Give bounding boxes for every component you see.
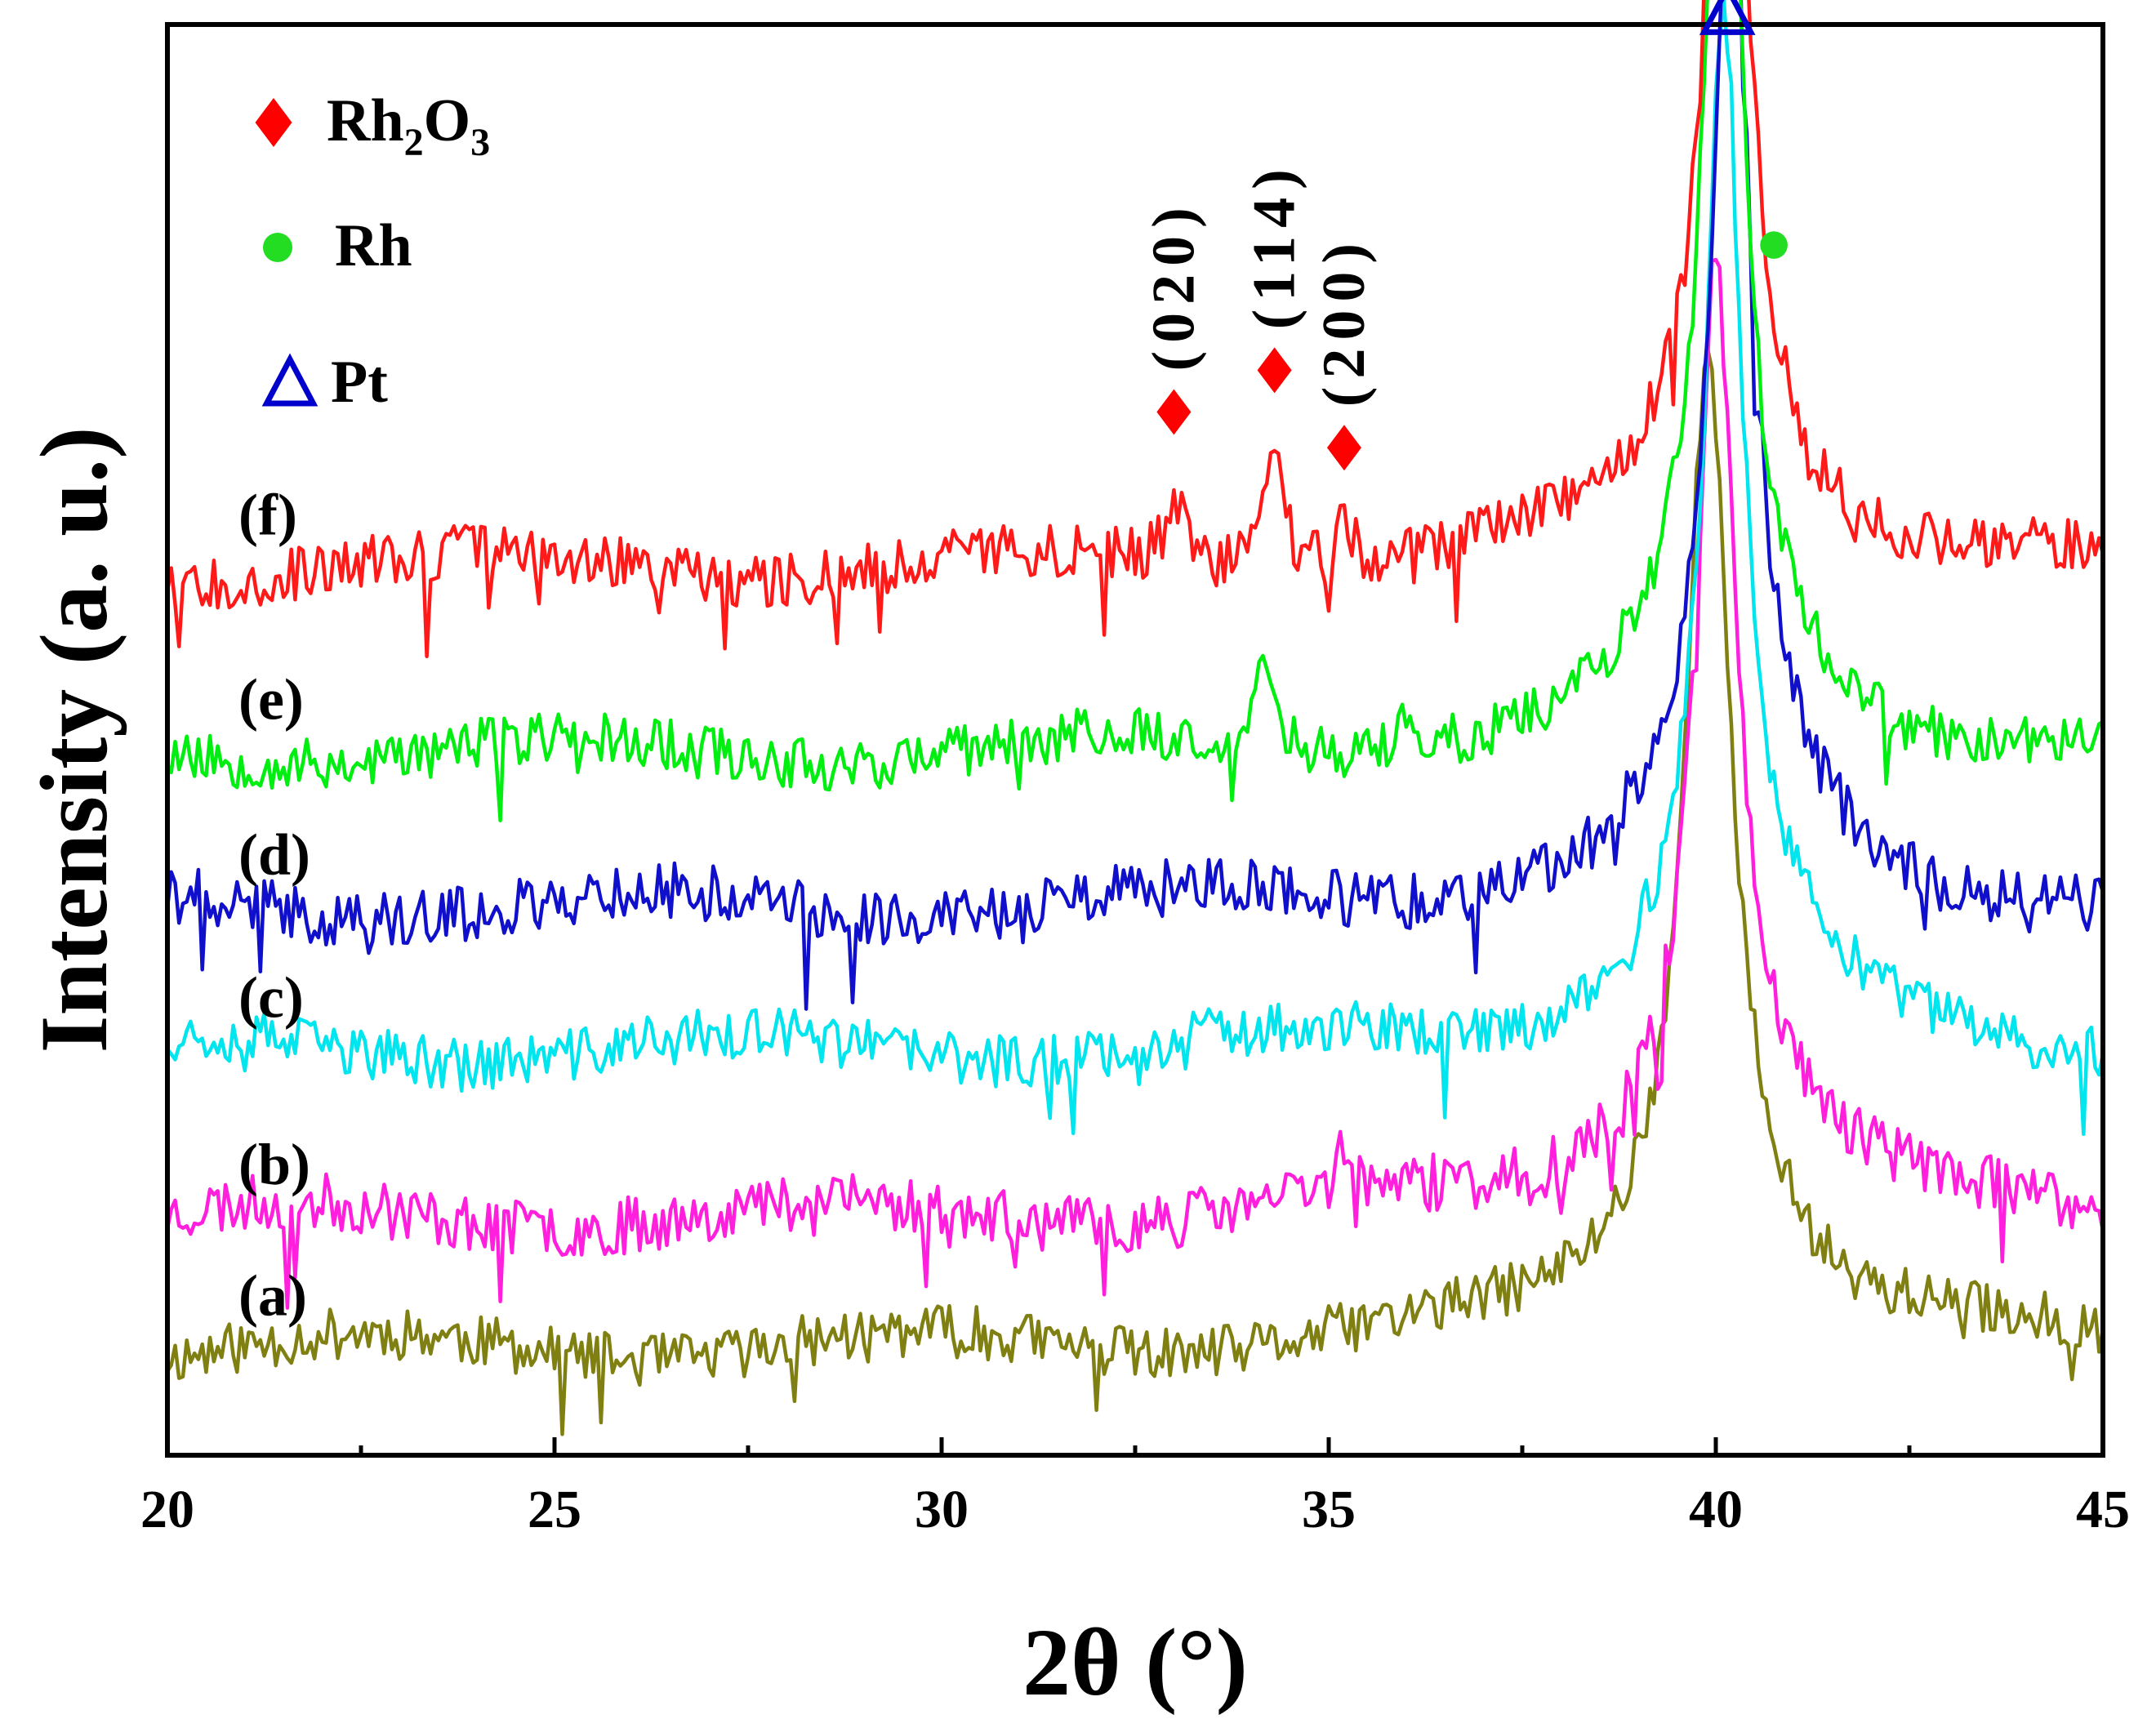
y-axis-title: Intensity (a. u.) <box>20 426 127 1053</box>
triangle-legend-icon <box>261 353 318 407</box>
x-tick-label: 35 <box>1302 1480 1356 1539</box>
series-line-b <box>165 257 2105 1310</box>
series-label-b: (b) <box>238 1132 310 1197</box>
x-tick-label: 40 <box>1689 1480 1743 1539</box>
series-labels: (a) (b) (c) (d) (e) (f) <box>238 482 310 1328</box>
legend-label-2: Pt <box>331 349 388 416</box>
x-tick-label: 30 <box>915 1480 969 1539</box>
legend: Rh2O3 Rh Pt <box>255 87 490 416</box>
series-line-c <box>166 0 2105 1137</box>
rh2o3-peak-marker-icon <box>1326 425 1361 471</box>
series-layer <box>165 0 2105 1436</box>
series-label-c: (c) <box>238 965 304 1031</box>
series-label-a: (a) <box>238 1263 307 1329</box>
series-label-f: (f) <box>238 482 297 547</box>
x-axis-title: 2θ (°) <box>1022 1609 1248 1716</box>
series-line-d <box>165 0 2105 1011</box>
rh2o3-peak-marker-icon <box>1156 389 1192 435</box>
diamond-legend-icon <box>255 98 292 147</box>
pt-peak-marker-icon <box>1699 0 1756 35</box>
legend-label-0: Rh2O3 <box>327 87 490 164</box>
rh-peak-marker-icon <box>1760 231 1788 259</box>
series-label-e: (e) <box>238 667 304 733</box>
x-axis: 20 25 30 35 40 45 <box>140 1437 2130 1539</box>
x-tick-label: 25 <box>528 1480 581 1539</box>
x-tick-label: 20 <box>140 1480 194 1539</box>
legend-label-1: Rh <box>335 212 412 279</box>
rh2o3-peak-marker-icon <box>1257 347 1292 394</box>
series-line-a <box>166 349 2105 1436</box>
hkl-label-0: (020) <box>1140 199 1207 371</box>
x-tick-label: 45 <box>2076 1480 2130 1539</box>
hkl-label-2: (200) <box>1311 235 1378 407</box>
peak-annotations: (020) (114) (200) <box>1140 0 1788 471</box>
series-line-f <box>165 0 2105 658</box>
hkl-label-1: (114) <box>1241 161 1308 329</box>
series-line-e <box>165 0 2105 822</box>
circle-legend-icon <box>263 233 292 262</box>
series-label-d: (d) <box>238 822 310 887</box>
